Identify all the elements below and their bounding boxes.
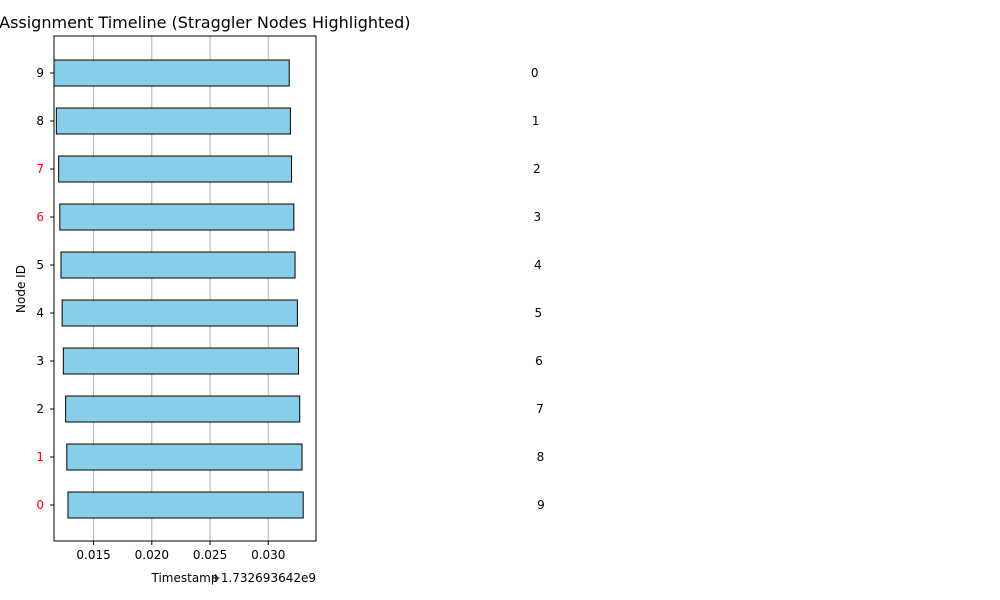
y-tick-label: 6 [36, 210, 44, 224]
y-tick-label: 3 [36, 354, 44, 368]
x-tick-label: 0.020 [135, 548, 169, 562]
x-axis-offset-label: +1.732693642e9 [211, 571, 316, 585]
task-bar [59, 203, 295, 231]
x-tick-label: 0.030 [251, 548, 285, 562]
y-tick-label: 7 [36, 162, 44, 176]
y-tick-label: 8 [36, 114, 44, 128]
chart-title: Task Assignment Timeline (Straggler Node… [0, 13, 411, 32]
bars-layer [53, 59, 304, 519]
y-axis-label: Node ID [14, 265, 28, 313]
x-tick-label: 0.015 [76, 548, 110, 562]
bar-labels: 9 8 7 6 5 4 3 2 1 0 [531, 66, 545, 512]
bar-label: 0 [531, 66, 539, 80]
bar-label: 3 [533, 210, 541, 224]
bar-label: 9 [537, 498, 545, 512]
x-axis-label: Timestamp [151, 571, 219, 585]
bar-label: 4 [534, 258, 542, 272]
task-bar [62, 347, 300, 375]
bar-label: 2 [533, 162, 541, 176]
y-tick-label: 5 [36, 258, 44, 272]
bar-label: 6 [535, 354, 543, 368]
y-tick-label: 1 [36, 450, 44, 464]
task-bar [58, 155, 293, 183]
task-bar [53, 59, 290, 87]
y-tick-label: 9 [36, 66, 44, 80]
plot-frame [53, 35, 317, 542]
y-tick-label: 4 [36, 306, 44, 320]
task-bar [61, 299, 298, 327]
task-bar [65, 395, 301, 423]
y-axis-ticks: 0 1 2 3 4 5 6 7 8 9 [36, 66, 54, 512]
task-bar [67, 491, 304, 519]
bar-label: 5 [535, 306, 543, 320]
bar-label: 1 [532, 114, 540, 128]
x-tick-label: 0.025 [193, 548, 227, 562]
x-axis-ticks: 0.015 0.020 0.025 0.030 [76, 541, 285, 562]
task-bar [66, 443, 303, 471]
y-tick-label: 0 [36, 498, 44, 512]
task-bar [60, 251, 296, 279]
task-bar [55, 107, 291, 135]
y-tick-label: 2 [36, 402, 44, 416]
bar-label: 7 [536, 402, 544, 416]
bar-label: 8 [537, 450, 545, 464]
